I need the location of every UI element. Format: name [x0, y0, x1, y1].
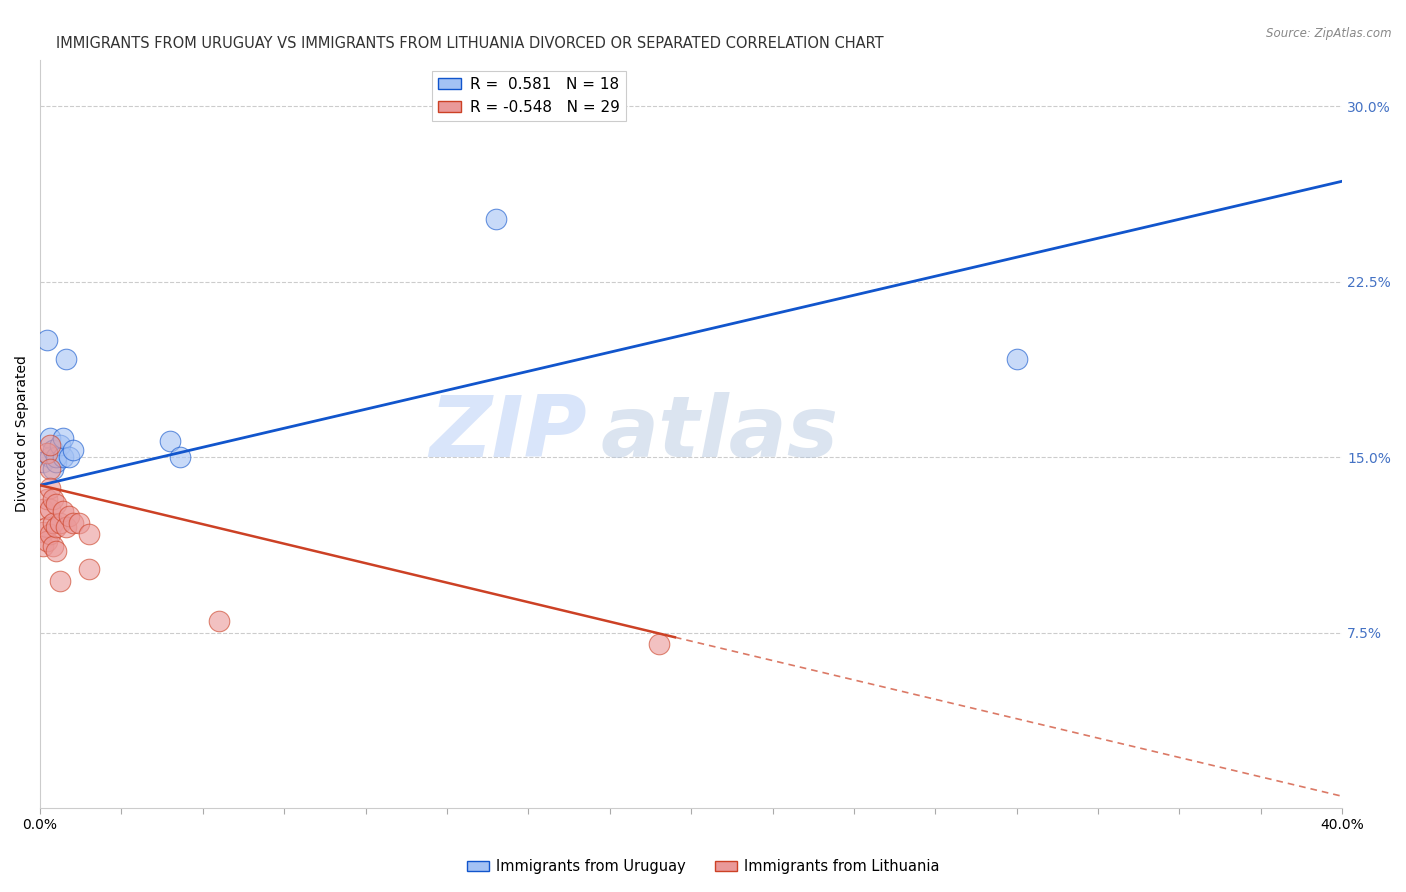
- Text: ZIP: ZIP: [429, 392, 588, 475]
- Point: [42, 539, 65, 553]
- Point: [35, 333, 58, 347]
- Point: [58, 450, 80, 465]
- Point: [52, 504, 75, 518]
- Point: [45, 543, 67, 558]
- Legend: Immigrants from Uruguay, Immigrants from Lithuania: Immigrants from Uruguay, Immigrants from…: [461, 854, 945, 880]
- Point: [62, 516, 84, 530]
- Point: [58, 508, 80, 523]
- Point: [32, 524, 55, 539]
- Point: [38, 462, 60, 476]
- Point: [32, 501, 55, 516]
- Point: [48, 516, 70, 530]
- Point: [32, 455, 55, 469]
- Point: [38, 438, 60, 452]
- Text: IMMIGRANTS FROM URUGUAY VS IMMIGRANTS FROM LITHUANIA DIVORCED OR SEPARATED CORRE: IMMIGRANTS FROM URUGUAY VS IMMIGRANTS FR…: [56, 36, 884, 51]
- Y-axis label: Divorced or Separated: Divorced or Separated: [15, 355, 30, 512]
- Point: [42, 492, 65, 507]
- Point: [208, 614, 231, 628]
- Point: [77, 527, 100, 541]
- Point: [77, 562, 100, 576]
- Point: [45, 455, 67, 469]
- Point: [38, 527, 60, 541]
- Point: [35, 445, 58, 459]
- Point: [67, 516, 90, 530]
- Point: [1005, 351, 1028, 366]
- Point: [38, 481, 60, 495]
- Point: [55, 520, 77, 534]
- Point: [32, 539, 55, 553]
- Point: [52, 450, 75, 465]
- Point: [159, 434, 181, 448]
- Point: [45, 520, 67, 534]
- Point: [35, 534, 58, 549]
- Point: [48, 438, 70, 452]
- Point: [38, 501, 60, 516]
- Point: [35, 520, 58, 534]
- Text: Source: ZipAtlas.com: Source: ZipAtlas.com: [1267, 27, 1392, 40]
- Text: atlas: atlas: [600, 392, 838, 475]
- Point: [38, 432, 60, 446]
- Legend: R =  0.581   N = 18, R = -0.548   N = 29: R = 0.581 N = 18, R = -0.548 N = 29: [432, 71, 626, 120]
- Point: [52, 432, 75, 446]
- Point: [62, 443, 84, 458]
- Point: [42, 443, 65, 458]
- Point: [38, 450, 60, 465]
- Point: [485, 211, 508, 226]
- Point: [169, 450, 191, 465]
- Point: [42, 462, 65, 476]
- Point: [55, 351, 77, 366]
- Point: [647, 637, 669, 651]
- Point: [42, 516, 65, 530]
- Point: [48, 574, 70, 588]
- Point: [45, 497, 67, 511]
- Point: [45, 450, 67, 465]
- Point: [35, 492, 58, 507]
